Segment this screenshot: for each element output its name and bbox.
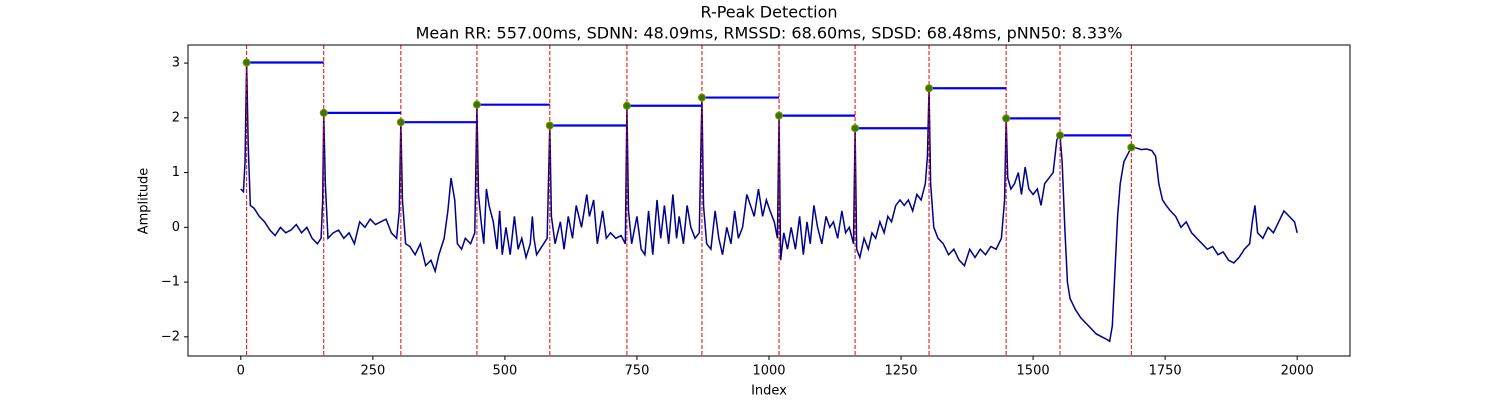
x-tick-label: 750 xyxy=(625,364,650,379)
signal-line xyxy=(240,62,1298,343)
peak-point xyxy=(1056,131,1065,140)
y-axis-label: Amplitude xyxy=(137,168,152,235)
chart-title: R-Peak Detection xyxy=(700,3,837,22)
y-tick-label: 1 xyxy=(172,165,180,180)
plot-frame xyxy=(187,44,1351,357)
x-tick-label: 500 xyxy=(492,364,517,379)
chart-subtitle: Mean RR: 557.00ms, SDNN: 48.09ms, RMSSD:… xyxy=(416,24,1123,43)
x-tick-label: 1000 xyxy=(752,364,785,379)
y-tick-label: 3 xyxy=(172,56,180,71)
x-tick-label: 0 xyxy=(237,364,245,379)
peak-point xyxy=(1127,143,1136,152)
peak-point xyxy=(1002,114,1011,123)
peak-point xyxy=(319,108,328,117)
x-tick-label: 2000 xyxy=(1281,364,1314,379)
x-tick-label: 1500 xyxy=(1017,364,1050,379)
y-tick-label: 2 xyxy=(172,110,180,125)
peak-point xyxy=(396,118,405,127)
y-tick-label: −1 xyxy=(161,275,180,290)
y-tick-label: 0 xyxy=(172,220,180,235)
peak-point xyxy=(925,84,934,93)
peak-point xyxy=(545,121,554,130)
x-tick-label: 1750 xyxy=(1149,364,1182,379)
x-tick-label: 250 xyxy=(360,364,385,379)
peak-point xyxy=(242,58,251,67)
peak-point xyxy=(851,124,860,133)
peak-point xyxy=(775,111,784,120)
peak-point xyxy=(472,100,481,109)
peak-point xyxy=(622,101,631,110)
x-tick-label: 1250 xyxy=(884,364,917,379)
y-tick-label: −2 xyxy=(161,329,180,344)
peak-point xyxy=(697,93,706,102)
x-axis-label: Index xyxy=(751,384,787,399)
